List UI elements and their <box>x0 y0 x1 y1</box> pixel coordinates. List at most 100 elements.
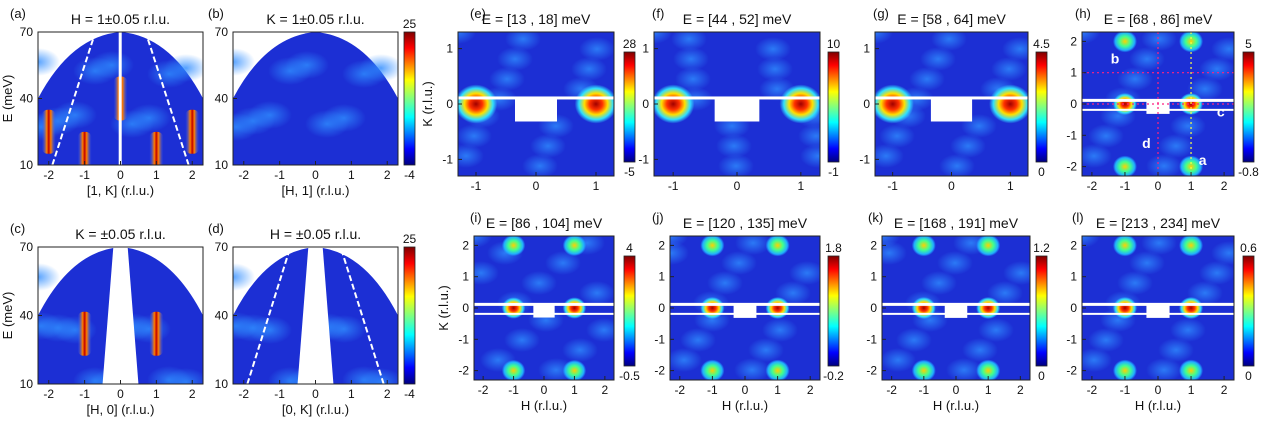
heatmap-texture <box>800 144 820 168</box>
y-tick-label: -2 <box>654 364 665 378</box>
panel-label: (f) <box>652 6 664 21</box>
x-tick-label: 0 <box>117 168 124 182</box>
panel-title: K = ±0.05 r.l.u. <box>75 226 166 242</box>
x-tick-label: -2 <box>478 383 489 397</box>
x-tick-label: 0 <box>948 179 955 193</box>
heatmap-texture <box>1211 241 1234 265</box>
intensity-peak <box>976 236 1001 257</box>
x-tick-label: 2 <box>189 168 196 182</box>
heatmap-texture <box>458 32 476 44</box>
detector-gap <box>339 247 385 384</box>
intensity-peak <box>779 84 820 124</box>
annotation-c: c <box>1217 104 1225 120</box>
heatmap-texture <box>38 312 63 340</box>
heatmap-texture <box>342 60 386 88</box>
x-tick-label: 2 <box>384 168 391 182</box>
mask-hole <box>944 304 968 318</box>
y-tick-label: 2 <box>462 238 469 252</box>
colorbar-max-label: 5 <box>1245 37 1252 51</box>
intensity-peak <box>911 359 936 380</box>
mask-line <box>1082 98 1234 102</box>
panel-h: b c d a -2 -1 0 1 2 2 1 0 -1 -2 (h) E = [68 , 86] meV 5 -… <box>1066 6 1259 193</box>
mask-hole <box>533 304 555 318</box>
heatmap-texture <box>233 113 258 141</box>
x-axis-label: [H, 1] (r.l.u.) <box>282 183 350 198</box>
panel-k: -2 -1 0 1 2 2 1 0 -1 -2 (k) E = [168 , 191] meV H (r… <box>866 210 1050 413</box>
heatmap-texture <box>305 110 349 138</box>
y-tick-label: -2 <box>866 364 877 378</box>
panel-i: -2 -1 0 1 2 2 1 0 -1 -2 (i) E = [86 , 104] meV H (r.… <box>436 210 640 413</box>
heatmap-texture <box>571 57 607 81</box>
mask-line <box>654 96 820 100</box>
x-tick-label: 0 <box>312 387 319 401</box>
heatmap-texture <box>673 47 709 71</box>
y-tick-label: 1 <box>863 42 870 56</box>
x-tick-label: -1 <box>1120 383 1131 397</box>
colorbar-min-label: 0 <box>1245 369 1252 383</box>
y-tick-label: 1 <box>1070 66 1077 80</box>
panel-label: (j) <box>652 210 664 225</box>
y-tick-label: 2 <box>1070 238 1077 252</box>
x-tick-label: 1 <box>153 387 160 401</box>
heatmap-texture <box>1199 261 1234 285</box>
annotation-d: d <box>1142 135 1151 151</box>
colorbar <box>403 31 416 166</box>
panel-title: H = ±0.05 r.l.u. <box>270 226 361 242</box>
y-tick-label: 0 <box>462 301 469 315</box>
heatmap-texture <box>1002 37 1028 61</box>
plot-area-a <box>38 32 203 165</box>
heatmap-texture <box>680 328 716 352</box>
y-tick-label: -1 <box>458 332 469 346</box>
heatmap-texture <box>789 261 820 285</box>
heatmap-texture <box>38 263 60 291</box>
heatmap-texture <box>762 318 798 342</box>
panel-title: E = [44 , 52] meV <box>683 11 792 27</box>
panel-title: E = [120 , 135] meV <box>683 215 808 231</box>
y-tick-label: 2 <box>658 238 665 252</box>
x-tick-label: 1 <box>1188 383 1195 397</box>
heatmap-texture <box>522 154 558 176</box>
plot-area-k <box>882 236 1030 380</box>
x-tick-label: 2 <box>1221 179 1228 193</box>
mask-hole <box>930 98 973 122</box>
heatmap-texture <box>579 37 614 61</box>
heatmap-texture <box>755 37 791 61</box>
x-tick-label: -2 <box>43 387 54 401</box>
y-tick-label: 2 <box>1070 34 1077 48</box>
mask-line <box>882 302 1030 306</box>
plot-area-g <box>875 32 1028 176</box>
y-tick-label: 1 <box>870 270 877 284</box>
heatmap-texture <box>474 261 499 285</box>
plot-area-j <box>670 236 820 380</box>
x-tick-label: -2 <box>1087 179 1098 193</box>
x-tick-label: -1 <box>918 383 929 397</box>
colorbar-min-label: -0.5 <box>619 369 640 383</box>
x-tick-label: 0 <box>1155 383 1162 397</box>
intensity-peak <box>501 236 526 257</box>
heatmap-texture <box>670 241 689 265</box>
y-tick-label: 70 <box>20 25 34 39</box>
plot-area-f <box>654 32 820 176</box>
heatmap-texture <box>1211 37 1234 61</box>
panel-e: -1 0 1 1 0 -1 (e)E = [13 , 18] meV K (r.l.u.) 28… <box>420 6 636 193</box>
mask-hole <box>714 98 760 122</box>
heatmap-texture <box>991 57 1027 81</box>
mask-line <box>474 312 614 315</box>
heatmap-texture <box>1158 338 1194 362</box>
colorbar <box>623 51 636 163</box>
colorbar-min-label: -5 <box>624 165 635 179</box>
x-tick-label: 0 <box>117 387 124 401</box>
x-tick-label: -1 <box>471 179 482 193</box>
intensity-peak <box>700 296 725 320</box>
heatmap-texture <box>489 67 525 91</box>
panel-label: (i) <box>470 210 482 225</box>
mask-line <box>670 302 820 306</box>
panel-c: -2 -1 0 1 2 70 40 10 (c) K = ±0.05 r.l.u. [H, 0] (… <box>0 221 204 417</box>
heatmap-texture <box>1003 261 1030 285</box>
y-tick-label: 0 <box>1070 97 1077 111</box>
mask-line <box>670 312 820 315</box>
x-tick-label: -1 <box>668 179 679 193</box>
detector-gap <box>297 247 334 384</box>
x-tick-label: 1 <box>1188 179 1195 193</box>
y-tick-label: 40 <box>215 92 229 106</box>
